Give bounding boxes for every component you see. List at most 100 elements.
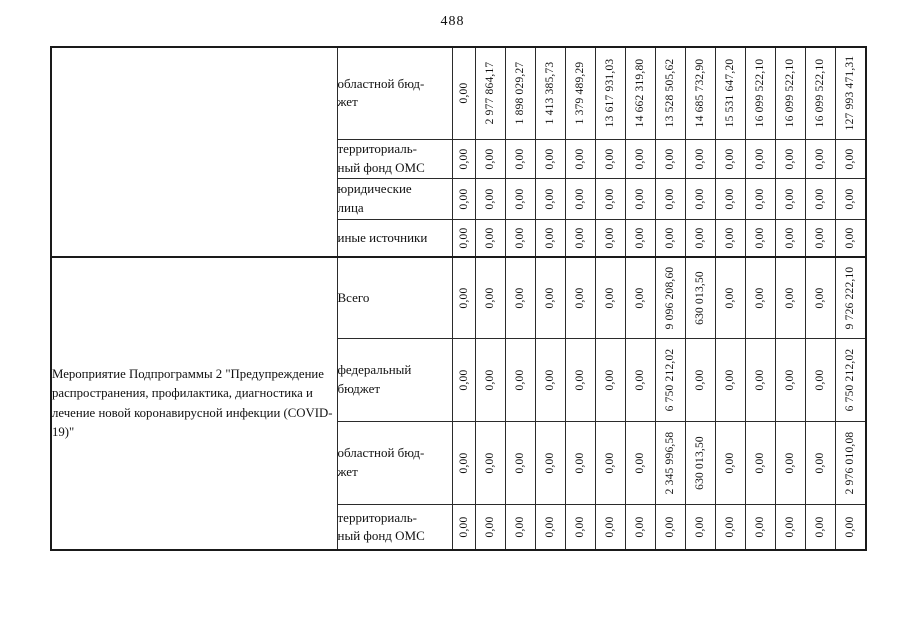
- value-cell: 0,00: [804, 420, 836, 505]
- rotated-value: 16 099 522,10: [814, 58, 826, 128]
- value-cell: 0,00: [714, 256, 746, 339]
- rotated-value: 0,00: [784, 148, 796, 169]
- value-cell: 0,00: [714, 218, 746, 258]
- rotated-value: 0,00: [784, 227, 796, 249]
- table-row: Мероприятие Подпрограммы 2 "Предупрежден…: [50, 256, 867, 551]
- table-row: территориаль- ный фонд ОМС 0,00 0,00 0,00 0,…: [51, 503, 867, 551]
- value-cell: 0,00: [564, 256, 596, 339]
- value-cell: 0,00: [564, 337, 596, 422]
- table-row: территориаль- ный фонд ОМС 0,00 0,00 0,00 0,…: [51, 138, 867, 179]
- value-cell: 0,00: [474, 138, 506, 179]
- table-row: федеральный бюджет 0,00 0,00 0,00 0,00 0,00 0,…: [51, 337, 867, 422]
- value-cell: 0,00: [624, 138, 656, 179]
- value-cell: 0,00: [564, 177, 596, 220]
- value-cell: 0,00: [834, 218, 867, 258]
- rotated-value: 0,00: [634, 452, 646, 473]
- rotated-value: 0,00: [754, 516, 766, 538]
- value-cell: 0,00: [564, 503, 596, 551]
- rotated-value: 0,00: [784, 452, 796, 473]
- value-cell: 0,00: [744, 503, 776, 551]
- value-cell: 0,00: [451, 256, 476, 339]
- rotated-value: 127 993 471,31: [844, 55, 857, 131]
- value-cell: 127 993 471,31: [834, 46, 867, 140]
- value-cell: 0,00: [714, 138, 746, 179]
- rotated-value: 0,00: [484, 148, 496, 169]
- value-cell: 0,00: [451, 420, 476, 505]
- rotated-value: 0,00: [664, 516, 676, 538]
- rotated-value: 13 528 505,62: [664, 58, 676, 128]
- value-cell: 0,00: [804, 177, 836, 220]
- value-cell: 0,00: [474, 503, 506, 551]
- value-cell: 9 726 222,10: [834, 256, 867, 339]
- rotated-value: 0,00: [664, 227, 676, 249]
- rotated-value: 0,00: [814, 452, 826, 473]
- rotated-value: 0,00: [514, 516, 526, 538]
- rotated-value: 0,00: [604, 452, 616, 473]
- value-cell: 0,00: [714, 337, 746, 422]
- rotated-value: 0,00: [754, 452, 766, 473]
- value-cell: 1 413 385,73: [534, 46, 566, 140]
- rotated-value: 0,00: [844, 516, 857, 538]
- rotated-value: 0,00: [514, 188, 526, 209]
- value-cell: 0,00: [774, 218, 806, 258]
- value-cell: 2 976 010,08: [834, 420, 867, 505]
- value-cell: 0,00: [624, 256, 656, 339]
- value-cell: 0,00: [474, 420, 506, 505]
- rotated-value: 0,00: [634, 148, 646, 169]
- value-cell: 0,00: [474, 256, 506, 339]
- value-cell: 0,00: [744, 218, 776, 258]
- value-cell: 6 750 212,02: [654, 337, 686, 422]
- rotated-value: 0,00: [754, 227, 766, 249]
- value-cell: 0,00: [594, 420, 626, 505]
- rotated-value: 0,00: [694, 369, 706, 390]
- rotated-value: 0,00: [574, 452, 586, 473]
- value-cell: 0,00: [804, 337, 836, 422]
- value-cell: 0,00: [504, 420, 536, 505]
- rotated-value: 0,00: [514, 227, 526, 249]
- value-cell: 0,00: [804, 138, 836, 179]
- program-description-cell: Мероприятие Подпрограммы 2 "Предупрежден…: [50, 256, 338, 551]
- value-cell: 0,00: [534, 503, 566, 551]
- rotated-value: 630 013,50: [694, 435, 706, 490]
- rotated-value: 0,00: [604, 287, 616, 309]
- value-cell: 0,00: [624, 177, 656, 220]
- rotated-value: 0,00: [844, 188, 857, 209]
- rotated-value: 9 726 222,10: [844, 266, 857, 330]
- value-cell: 0,00: [564, 420, 596, 505]
- rotated-value: 0,00: [634, 287, 646, 309]
- value-cell: 0,00: [684, 337, 716, 422]
- value-cell: 0,00: [451, 46, 476, 140]
- value-cell: 0,00: [774, 503, 806, 551]
- value-cell: 0,00: [774, 138, 806, 179]
- rotated-value: 0,00: [664, 148, 676, 169]
- value-cell: 16 099 522,10: [744, 46, 776, 140]
- funding-source-label: территориаль- ный фонд ОМС: [336, 138, 453, 179]
- value-cell: 0,00: [564, 138, 596, 179]
- rotated-value: 0,00: [724, 188, 736, 209]
- value-cell: 0,00: [834, 138, 867, 179]
- rotated-value: 0,00: [574, 227, 586, 249]
- rotated-value: 630 013,50: [694, 270, 706, 325]
- rotated-value: 0,00: [457, 148, 470, 169]
- funding-source-label: Всего: [336, 256, 453, 339]
- rotated-value: 9 096 208,60: [664, 266, 676, 330]
- value-cell: 15 531 647,20: [714, 46, 746, 140]
- page-number: 488: [440, 14, 465, 29]
- value-cell: 0,00: [451, 218, 476, 258]
- rotated-value: 0,00: [754, 369, 766, 390]
- rotated-value: 0,00: [604, 148, 616, 169]
- rotated-value: 0,00: [814, 227, 826, 249]
- value-cell: 16 099 522,10: [774, 46, 806, 140]
- funding-source-label: областной бюд- жет: [336, 46, 453, 140]
- value-cell: 0,00: [504, 503, 536, 551]
- value-cell: 0,00: [744, 138, 776, 179]
- value-cell: 13 617 931,03: [594, 46, 626, 140]
- rotated-value: 14 685 732,90: [694, 58, 706, 128]
- funding-source-label: иные источники: [336, 218, 453, 258]
- value-cell: 0,00: [594, 218, 626, 258]
- rotated-value: 0,00: [574, 287, 586, 309]
- program-description-cell: [50, 46, 338, 258]
- value-cell: 1 898 029,27: [504, 46, 536, 140]
- rotated-value: 0,00: [544, 227, 556, 249]
- value-cell: 0,00: [744, 337, 776, 422]
